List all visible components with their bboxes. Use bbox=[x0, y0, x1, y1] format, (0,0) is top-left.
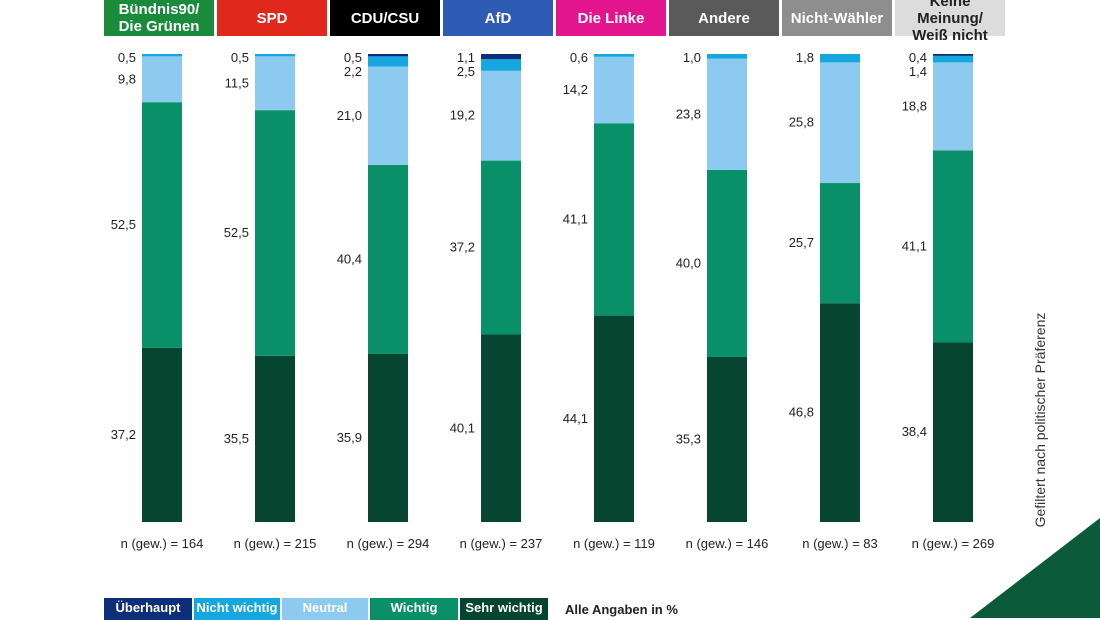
value-label: 0,4 bbox=[909, 50, 927, 65]
bar-segment bbox=[368, 164, 408, 354]
party-header: Bündnis90/ Die Grünen bbox=[104, 0, 214, 36]
bar-segment bbox=[820, 183, 860, 304]
bar-segment bbox=[255, 54, 295, 57]
legend-item: Wichtig bbox=[370, 598, 458, 620]
bar-segment bbox=[933, 55, 973, 63]
value-label: 9,8 bbox=[118, 71, 136, 86]
value-label: 37,2 bbox=[111, 427, 136, 442]
bar-segment bbox=[255, 355, 295, 522]
value-label: 52,5 bbox=[224, 225, 249, 240]
sample-size-label: n (gew.) = 294 bbox=[346, 536, 430, 551]
party-header: Andere bbox=[669, 0, 779, 36]
bar-segment bbox=[368, 54, 408, 57]
bar-segment bbox=[142, 102, 182, 348]
bar-segment bbox=[933, 62, 973, 151]
value-label: 2,5 bbox=[457, 64, 475, 79]
value-label: 14,2 bbox=[563, 82, 588, 97]
party-header: Die Linke bbox=[556, 0, 666, 36]
bar-segment bbox=[707, 54, 747, 59]
value-label: 38,4 bbox=[902, 424, 927, 439]
bar-segment bbox=[707, 169, 747, 357]
bar-segment bbox=[933, 150, 973, 343]
legend-item: Nicht wichtig bbox=[194, 598, 280, 620]
bar-segment bbox=[933, 54, 973, 56]
bar-segment bbox=[481, 160, 521, 335]
value-label: 19,2 bbox=[450, 108, 475, 123]
sample-size-label: n (gew.) = 146 bbox=[685, 536, 769, 551]
bar-segment bbox=[142, 56, 182, 103]
sample-size-label: n (gew.) = 119 bbox=[573, 536, 655, 551]
value-label: 52,5 bbox=[111, 217, 136, 232]
value-label: 35,9 bbox=[337, 430, 362, 445]
sample-size-label: n (gew.) = 215 bbox=[233, 536, 317, 551]
bar-segment bbox=[594, 54, 634, 57]
party-header: Keine Meinung/ Weiß nicht bbox=[895, 0, 1005, 44]
bar-segment bbox=[707, 58, 747, 170]
bar-segment bbox=[255, 110, 295, 356]
value-label: 2,2 bbox=[344, 64, 362, 79]
legend-item: Neutral bbox=[282, 598, 368, 620]
value-label: 35,3 bbox=[676, 431, 701, 446]
bar-segment bbox=[368, 66, 408, 165]
value-label: 21,0 bbox=[337, 108, 362, 123]
party-header: Nicht-Wähler bbox=[782, 0, 892, 36]
value-label: 44,1 bbox=[563, 411, 588, 426]
value-label: 41,1 bbox=[563, 211, 588, 226]
bar-segment bbox=[255, 56, 295, 111]
value-label: 0,5 bbox=[344, 50, 362, 65]
bar-segment bbox=[933, 342, 973, 522]
value-label: 0,5 bbox=[231, 50, 249, 65]
value-label: 1,4 bbox=[909, 64, 927, 79]
value-label: 37,2 bbox=[450, 240, 475, 255]
value-label: 35,5 bbox=[224, 431, 249, 446]
legend-item: Sehr wichtig bbox=[460, 598, 548, 620]
bar-segment bbox=[820, 54, 860, 63]
sample-size-label: n (gew.) = 164 bbox=[120, 536, 204, 551]
bar-segment bbox=[594, 123, 634, 316]
party-header: CDU/CSU bbox=[330, 0, 440, 36]
bar-segment bbox=[481, 334, 521, 522]
units-note: Alle Angaben in % bbox=[565, 602, 678, 617]
value-label: 40,0 bbox=[676, 255, 701, 270]
bar-segment bbox=[368, 353, 408, 522]
bar-segment bbox=[481, 59, 521, 71]
bar-segment bbox=[368, 56, 408, 67]
bar-segment bbox=[707, 356, 747, 522]
value-label: 40,1 bbox=[450, 420, 475, 435]
bar-segment bbox=[481, 54, 521, 60]
value-label: 1,8 bbox=[796, 50, 814, 65]
bar-segment bbox=[820, 303, 860, 522]
sample-size-label: n (gew.) = 83 bbox=[802, 536, 878, 551]
legend-item: Überhaupt bbox=[104, 598, 192, 620]
bar-segment bbox=[820, 62, 860, 184]
party-header: SPD bbox=[217, 0, 327, 36]
bar-segment bbox=[594, 315, 634, 522]
value-label: 40,4 bbox=[337, 251, 362, 266]
value-label: 0,5 bbox=[118, 50, 136, 65]
value-label: 25,8 bbox=[789, 115, 814, 130]
party-header: AfD bbox=[443, 0, 553, 36]
value-label: 11,5 bbox=[225, 75, 249, 90]
value-label: 25,7 bbox=[789, 235, 814, 250]
value-label: 1,0 bbox=[683, 50, 701, 65]
bar-segment bbox=[481, 70, 521, 161]
value-label: 46,8 bbox=[789, 405, 814, 420]
corner-decoration bbox=[970, 518, 1100, 618]
bar-segment bbox=[594, 56, 634, 124]
bar-segment bbox=[142, 54, 182, 57]
value-label: 0,6 bbox=[570, 50, 588, 65]
value-label: 41,1 bbox=[902, 238, 927, 253]
value-label: 1,1 bbox=[457, 50, 475, 65]
bar-segment bbox=[142, 347, 182, 522]
value-label: 18,8 bbox=[902, 98, 927, 113]
sample-size-label: n (gew.) = 237 bbox=[459, 536, 543, 551]
filter-side-label: Gefiltert nach politischer Präferenz bbox=[1032, 312, 1048, 528]
value-label: 23,8 bbox=[676, 106, 701, 121]
